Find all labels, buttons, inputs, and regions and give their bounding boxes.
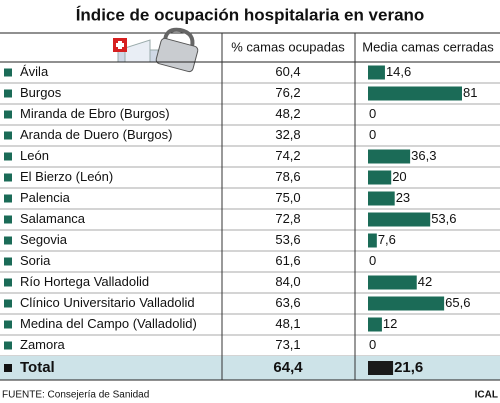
bullet	[4, 194, 12, 203]
bullet	[4, 257, 12, 266]
bar	[368, 275, 417, 290]
bar-label: 21,6	[394, 359, 423, 376]
occupancy: 63,6	[275, 295, 300, 310]
bar-label: 65,6	[445, 295, 470, 310]
bullet	[4, 110, 12, 119]
bar-label: 7,6	[378, 232, 396, 247]
row-name: Ávila	[20, 64, 49, 79]
bar-label: 0	[369, 127, 376, 142]
bullet	[4, 364, 12, 372]
bar-label: 36,3	[411, 148, 436, 163]
row-name: Clínico Universitario Valladolid	[20, 295, 195, 310]
total-background	[0, 356, 500, 380]
bullet	[4, 236, 12, 245]
occupancy: 53,6	[275, 232, 300, 247]
row-name: Total	[20, 359, 55, 376]
occupancy: 32,8	[275, 127, 300, 142]
bar	[368, 361, 394, 375]
bar-label: 0	[369, 253, 376, 268]
bar-label: 12	[383, 316, 397, 331]
bar-label: 23	[396, 190, 410, 205]
bar	[368, 149, 411, 164]
bar	[368, 170, 392, 185]
occupancy: 48,1	[275, 316, 300, 331]
bar	[368, 317, 382, 332]
row-name: León	[20, 148, 49, 163]
occupancy: 76,2	[275, 85, 300, 100]
bar-label: 81	[463, 85, 477, 100]
occupancy: 75,0	[275, 190, 300, 205]
bar	[368, 86, 462, 101]
row-name: Segovia	[20, 232, 68, 247]
bullet	[4, 152, 12, 161]
occupancy: 72,8	[275, 211, 300, 226]
row-name: Burgos	[20, 85, 62, 100]
bar-label: 0	[369, 337, 376, 352]
bullet	[4, 215, 12, 224]
bullet	[4, 320, 12, 329]
row-name: El Bierzo (León)	[20, 169, 113, 184]
bullet	[4, 278, 12, 287]
hospital-icon	[113, 27, 199, 73]
occupancy: 64,4	[273, 359, 303, 376]
row-name: Aranda de Duero (Burgos)	[20, 127, 172, 142]
bar-label: 42	[418, 274, 432, 289]
bar	[368, 191, 395, 206]
row-name: Zamora	[20, 337, 66, 352]
bullet	[4, 173, 12, 182]
occupancy: 48,2	[275, 106, 300, 121]
source: FUENTE: Consejería de Sanidad	[2, 390, 149, 401]
bullet	[4, 68, 12, 77]
bar-label: 20	[392, 169, 406, 184]
column-header: % camas ocupadas	[231, 39, 345, 54]
bar	[368, 65, 385, 80]
occupancy: 74,2	[275, 148, 300, 163]
row-name: Soria	[20, 253, 51, 268]
occupancy: 61,6	[275, 253, 300, 268]
row-name: Miranda de Ebro (Burgos)	[20, 106, 170, 121]
occupancy: 73,1	[275, 337, 300, 352]
bar	[368, 212, 431, 227]
bar-label: 14,6	[386, 64, 411, 79]
bar-label: 53,6	[431, 211, 456, 226]
bar-label: 0	[369, 106, 376, 121]
bar	[368, 296, 445, 311]
row-name: Medina del Campo (Valladolid)	[20, 316, 197, 331]
bullet	[4, 89, 12, 98]
bullet	[4, 341, 12, 350]
credit: ICAL	[475, 390, 498, 401]
bullet	[4, 299, 12, 308]
bar	[368, 233, 377, 248]
occupancy: 60,4	[275, 64, 300, 79]
occupancy: 78,6	[275, 169, 300, 184]
row-name: Palencia	[20, 190, 71, 205]
bullet	[4, 131, 12, 140]
row-name: Salamanca	[20, 211, 86, 226]
row-name: Río Hortega Valladolid	[20, 274, 149, 289]
occupancy: 84,0	[275, 274, 300, 289]
column-header: Media camas cerradas	[362, 39, 494, 54]
title: Índice de ocupación hospitalaria en vera…	[76, 5, 425, 24]
